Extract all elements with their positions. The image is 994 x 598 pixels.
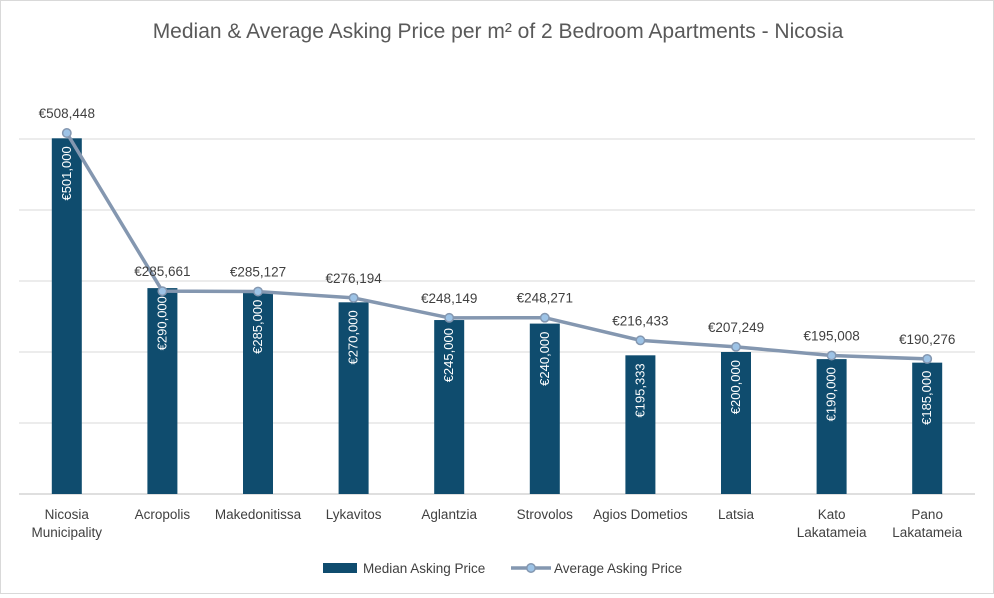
median-bar [912, 362, 943, 494]
average-marker [826, 350, 837, 361]
median-value-label: €290,000 [154, 296, 169, 350]
average-value-label: €195,008 [803, 329, 859, 344]
data-labels: €501,000 €290,000 €285,000 €270,000 €245,000… [39, 106, 956, 425]
median-value-label: €245,000 [441, 328, 456, 382]
average-marker [444, 312, 455, 323]
category-label: Aglantzia [421, 507, 477, 522]
average-value-label: €190,276 [899, 332, 955, 347]
line-series [61, 128, 933, 364]
legend-average-marker [526, 563, 536, 573]
category-label: Strovolos [517, 507, 574, 522]
average-value-label: €216,433 [612, 313, 668, 328]
median-bar [721, 352, 751, 494]
category-label: Lykavitos [326, 507, 382, 522]
average-marker [348, 292, 359, 303]
median-bar [625, 355, 656, 494]
average-value-label: €248,271 [517, 291, 573, 306]
category-labels: Nicosia Municipality Acropolis Makedonitiss… [32, 507, 963, 540]
average-marker [61, 128, 72, 138]
category-label: Latsia [718, 507, 755, 522]
gridlines [19, 138, 975, 495]
average-marker [731, 341, 741, 352]
category-label: Nicosia Municipality [32, 507, 103, 540]
legend-average-label: Average Asking Price [554, 561, 682, 576]
median-bar [529, 323, 560, 494]
average-value-label: €508,448 [39, 106, 95, 121]
median-value-label: €501,000 [59, 146, 74, 200]
average-value-label: €285,127 [230, 265, 286, 280]
median-value-label: €190,000 [824, 367, 839, 421]
bar-series [51, 138, 943, 495]
median-bar [147, 288, 178, 494]
category-label: Pano Lakatameia [892, 507, 962, 540]
legend-median-swatch [323, 563, 357, 573]
median-value-label: €270,000 [346, 310, 361, 364]
median-value-label: €195,333 [632, 363, 647, 417]
average-value-label: €248,149 [421, 291, 477, 306]
average-marker [539, 312, 550, 323]
category-label: Makedonitissa [215, 507, 302, 522]
median-value-label: €240,000 [537, 332, 552, 386]
median-value-label: €285,000 [250, 300, 265, 354]
legend: Median Asking Price Average Asking Price [323, 561, 682, 576]
average-line [65, 132, 928, 361]
median-bar [434, 320, 465, 494]
median-value-label: €200,000 [728, 360, 743, 414]
average-value-label: €276,194 [325, 271, 382, 286]
median-bar [816, 359, 847, 494]
median-bar [51, 138, 82, 495]
category-label: Agios Dometios [593, 507, 688, 522]
legend-median-label: Median Asking Price [363, 561, 485, 576]
chart-title: Median & Average Asking Price per m² of … [153, 20, 844, 43]
category-label: Acropolis [135, 507, 191, 522]
average-marker [157, 286, 168, 297]
median-bar [338, 302, 369, 494]
average-value-label: €207,249 [708, 320, 764, 335]
average-marker [635, 335, 646, 346]
average-marker [253, 286, 263, 297]
average-value-label: €285,661 [134, 264, 190, 279]
median-value-label: €185,000 [919, 371, 934, 425]
category-label: Kato Lakatameia [797, 507, 867, 540]
average-marker [922, 353, 933, 364]
median-bar [243, 291, 273, 494]
